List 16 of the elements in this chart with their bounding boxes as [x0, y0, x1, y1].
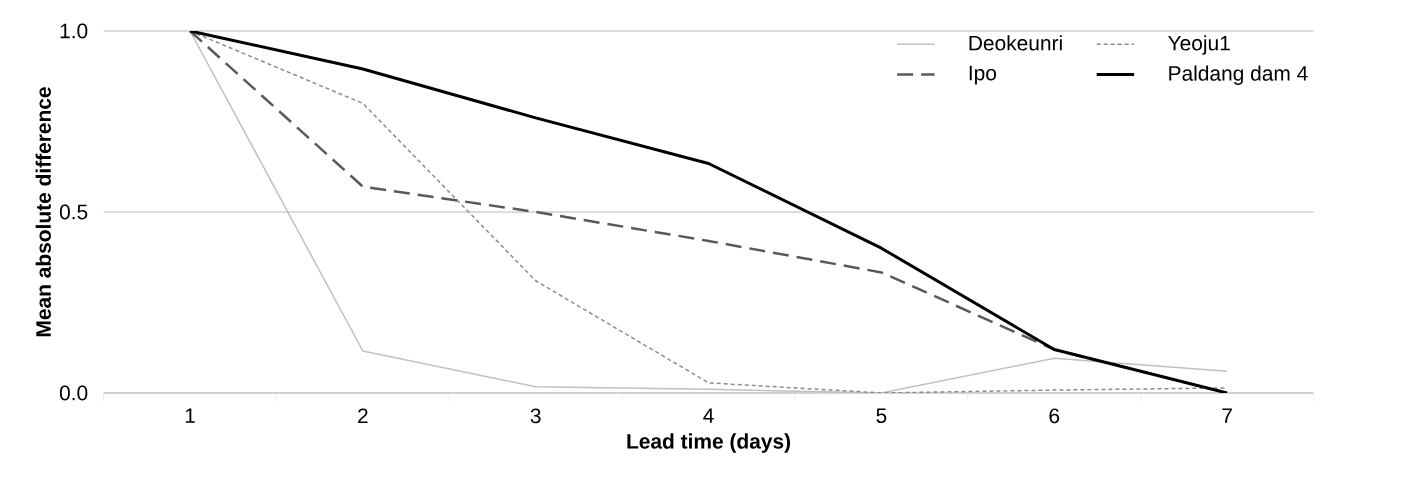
x-tick-label: 5 — [876, 408, 887, 424]
y-axis-title: Mean absolute difference — [35, 87, 51, 337]
x-tick-label: 2 — [358, 408, 368, 424]
legend-label: Yeoju1 — [1168, 35, 1230, 55]
x-tick-label: 1 — [185, 408, 195, 423]
x-axis-title: Lead time (days) — [627, 433, 791, 453]
y-tick-label: 0.5 — [59, 204, 88, 220]
legend-label: Paldang dam 4 — [1169, 65, 1308, 85]
y-tick-label: 1.0 — [60, 23, 88, 39]
y-tick-label: 0.0 — [59, 385, 88, 401]
x-tick-label: 7 — [1222, 408, 1232, 423]
legend-label: Ipo — [969, 65, 997, 85]
x-tick-label: 3 — [530, 408, 541, 424]
x-tick-label: 4 — [703, 408, 714, 423]
legend-label: Deokeunri — [969, 35, 1062, 51]
x-tick-label: 6 — [1049, 408, 1060, 424]
